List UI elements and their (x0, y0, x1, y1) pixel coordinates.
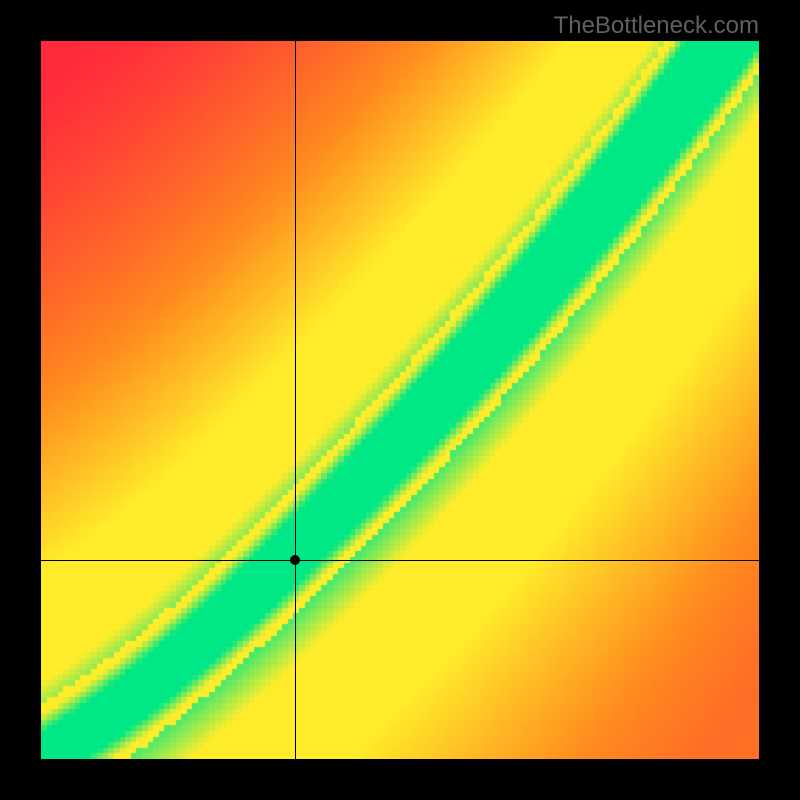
crosshair-vertical (295, 41, 296, 759)
crosshair-horizontal (41, 560, 759, 561)
bottleneck-heatmap (41, 41, 759, 759)
watermark-text: TheBottleneck.com (554, 12, 759, 40)
selection-marker (290, 555, 300, 565)
chart-container: TheBottleneck.com (0, 0, 800, 800)
